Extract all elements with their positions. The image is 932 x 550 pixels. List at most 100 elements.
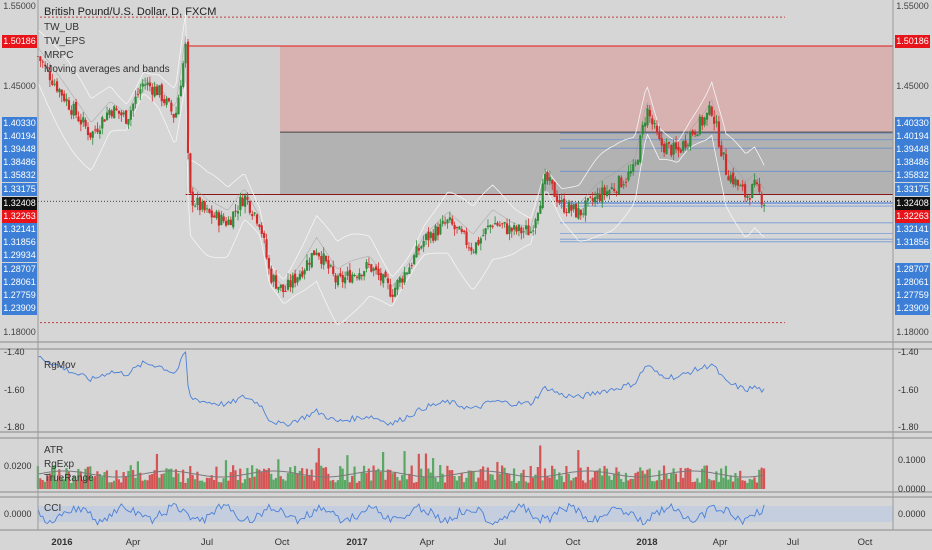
candle-body: [591, 198, 594, 201]
candle-body: [582, 213, 585, 215]
atr-bar: [717, 481, 720, 489]
legend-mrpc[interactable]: MRPC: [44, 50, 74, 61]
candle-body: [139, 89, 142, 94]
atr-bar: [396, 477, 399, 489]
legend-moving-averages[interactable]: Moving averages and bands: [44, 64, 170, 75]
candle-body: [453, 225, 456, 230]
legend-tw-ub[interactable]: TW_UB: [44, 22, 79, 33]
atr-bar: [722, 477, 725, 489]
candle-body: [229, 219, 232, 226]
candle-body: [353, 274, 356, 276]
atr-bar: [305, 468, 309, 489]
atr-bar: [217, 481, 220, 489]
right-axis-label: 1.33175: [895, 183, 930, 196]
candle-body: [79, 119, 82, 125]
candle-body: [110, 110, 113, 117]
atr-bar: [346, 455, 349, 489]
atr-bar: [315, 462, 318, 489]
candle-body: [474, 242, 478, 254]
candle-body: [701, 117, 704, 126]
atr-bar: [158, 477, 161, 489]
candle-body: [351, 274, 354, 283]
atr-bar: [410, 465, 413, 489]
candle-body: [739, 185, 742, 187]
candle-body: [710, 106, 713, 116]
atr-bar: [655, 480, 659, 489]
candle-body: [251, 214, 254, 217]
atr-bar: [174, 469, 178, 489]
atr-bar: [684, 468, 687, 489]
atr-bar: [348, 482, 351, 489]
candle-body: [253, 212, 256, 214]
atr-bar: [443, 482, 447, 489]
atr-bar: [727, 479, 730, 489]
candle-body: [703, 117, 706, 125]
atr-bar: [82, 479, 85, 489]
candle-body: [517, 224, 521, 232]
atr-bar: [298, 470, 301, 489]
candle-body: [494, 223, 497, 225]
candle-body: [601, 187, 604, 203]
candle-body: [746, 195, 749, 199]
atr-bar: [462, 482, 466, 489]
legend-tw-eps[interactable]: TW_EPS: [44, 36, 86, 47]
atr-bar: [351, 475, 354, 489]
atr-bar: [501, 465, 504, 489]
atr-bar: [386, 469, 389, 489]
legend-rgmov[interactable]: RgMov: [44, 360, 76, 371]
x-axis-tick: Apr: [712, 537, 728, 548]
candle-body: [434, 225, 437, 241]
candle-body: [305, 260, 309, 271]
candle-body: [365, 261, 368, 269]
candle-body: [470, 247, 473, 251]
candle-body: [222, 216, 225, 222]
candle-body: [113, 106, 116, 119]
atr-bar: [370, 480, 373, 489]
atr-bar: [670, 473, 673, 489]
atr-bar: [110, 482, 113, 489]
atr-bar: [224, 460, 228, 489]
candle-body: [232, 211, 235, 228]
atr-bar: [624, 472, 628, 489]
atr-bar: [362, 465, 366, 489]
atr-bar: [358, 481, 361, 489]
candle-body: [313, 250, 316, 256]
candle-body: [70, 110, 73, 115]
legend-rgexp[interactable]: RgExp: [44, 459, 75, 470]
candle-body: [296, 277, 299, 283]
legend-cci[interactable]: CCI: [44, 503, 62, 514]
candle-body: [724, 154, 728, 175]
atr-bar: [282, 479, 285, 489]
atr-bar: [446, 465, 449, 489]
atr-bar: [651, 480, 654, 489]
candle-body: [513, 225, 516, 230]
atr-bar: [541, 480, 544, 489]
rgmov-axis-label-left: -1.80: [4, 422, 25, 432]
candle-body: [658, 132, 661, 139]
atr-bar: [408, 473, 411, 489]
right-axis-label: 1.40194: [895, 130, 930, 143]
candle-body: [82, 117, 85, 123]
candle-body: [477, 239, 480, 245]
candle-body: [94, 129, 97, 131]
atr-bar: [686, 467, 689, 489]
atr-bar: [279, 476, 282, 489]
candle-body: [320, 256, 323, 264]
right-axis-label: 1.38486: [895, 156, 930, 169]
atr-bar: [210, 475, 213, 489]
atr-bar: [558, 472, 561, 489]
candle-body: [436, 226, 440, 236]
atr-bar: [436, 481, 439, 489]
candle-body: [291, 275, 294, 288]
candle-body: [277, 286, 280, 290]
candle-body: [74, 102, 78, 116]
legend-atr[interactable]: ATR: [44, 445, 64, 456]
atr-bar: [743, 480, 747, 489]
atr-bar: [379, 471, 382, 489]
left-axis-label: 1.18000: [3, 327, 36, 337]
candle-body: [160, 84, 163, 102]
legend-truerange[interactable]: TrueRange: [44, 473, 94, 484]
atr-bar: [193, 479, 197, 489]
candle-body: [577, 208, 580, 219]
